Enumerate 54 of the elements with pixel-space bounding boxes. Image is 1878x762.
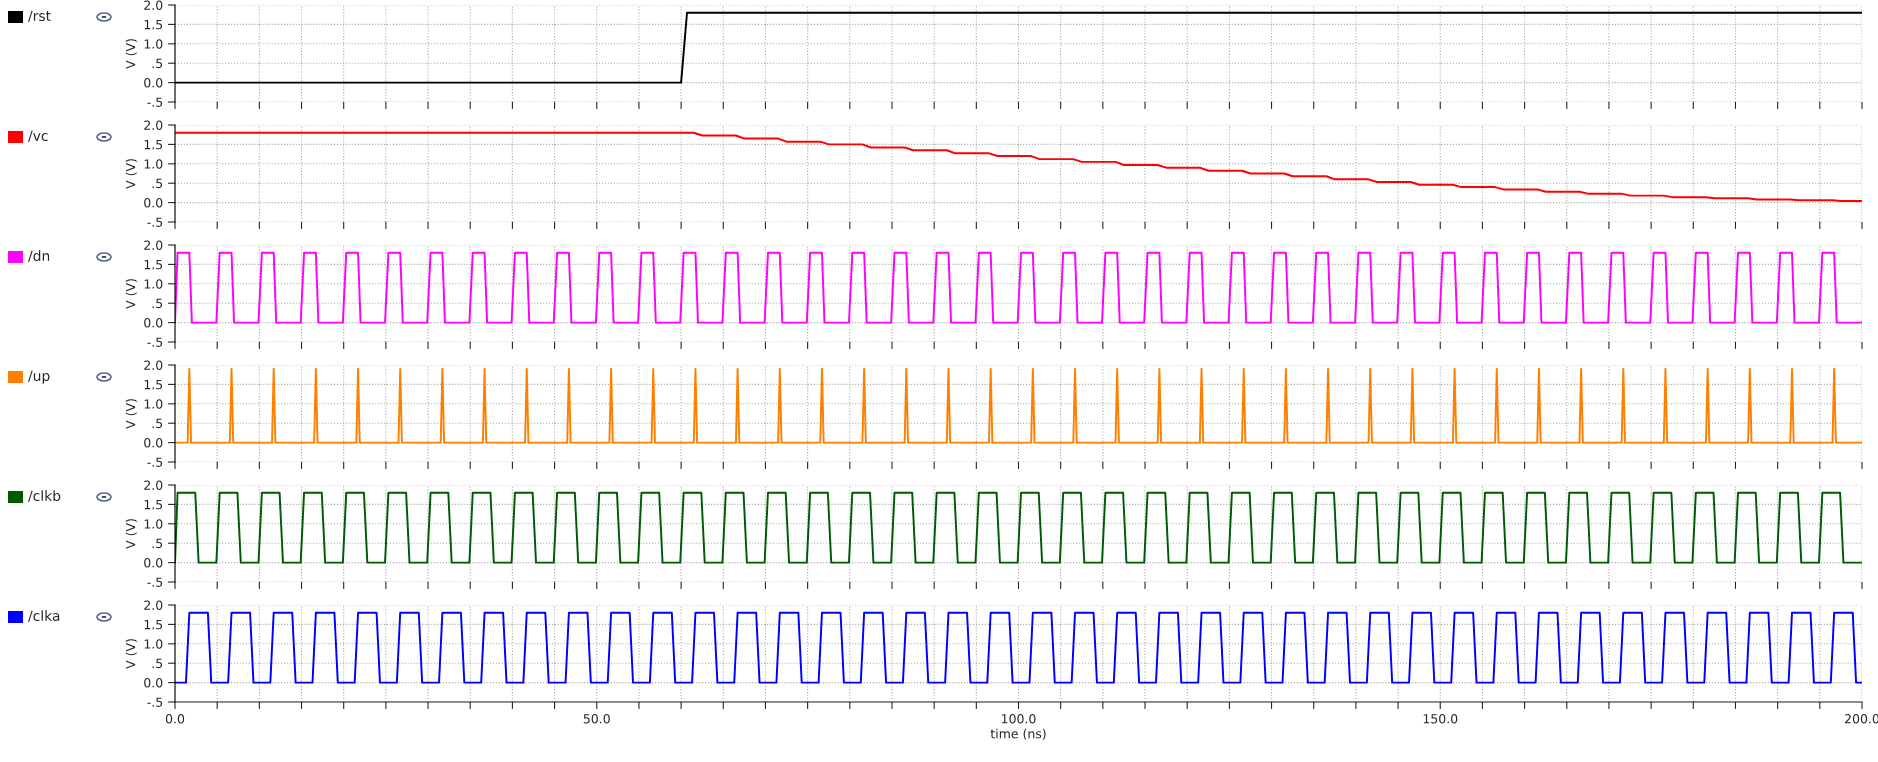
y-tick-label: 0.0 [144, 558, 163, 568]
y-tick-label: 1.5 [144, 380, 163, 390]
x-tick-label: 150.0 [1423, 714, 1458, 724]
y-axis-title: V (V) [125, 279, 137, 309]
y-tick-label: 2.0 [144, 480, 163, 490]
y-tick-label: -.5 [147, 697, 163, 707]
y-tick-label: -.5 [147, 457, 163, 467]
y-tick-label: 1.5 [144, 500, 163, 510]
legend-label: /clkb [28, 490, 61, 503]
y-tick-label: 0.0 [144, 678, 163, 688]
y-tick-label: 1.0 [144, 399, 163, 409]
y-tick-label: 1.5 [144, 260, 163, 270]
y-tick-label: 2.0 [144, 600, 163, 610]
y-axis-title: V (V) [125, 159, 137, 189]
y-tick-label: 1.0 [144, 279, 163, 289]
y-tick-label: -.5 [147, 337, 163, 347]
y-tick-label: 2.0 [144, 120, 163, 130]
y-tick-label: -.5 [147, 97, 163, 107]
y-tick-label: -.5 [147, 217, 163, 227]
x-axis-title: time (ns) [990, 728, 1046, 740]
legend-label: /clka [28, 610, 60, 623]
y-tick-label: 2.0 [144, 0, 163, 10]
y-axis-title: V (V) [125, 39, 137, 69]
legend-label: /dn [28, 250, 50, 263]
y-tick-label: 0.0 [144, 318, 163, 328]
legend-label: /up [28, 370, 50, 384]
y-tick-label: 1.5 [144, 140, 163, 150]
y-tick-label: .5 [152, 298, 163, 309]
y-tick-label: 0.0 [144, 438, 163, 448]
legend-label: /rst [28, 10, 51, 23]
y-tick-label: 1.0 [144, 159, 163, 169]
y-axis-title: V (V) [125, 399, 137, 429]
x-tick-label: 100.0 [1001, 714, 1036, 724]
line-series [175, 131, 1862, 203]
y-tick-label: 0.0 [144, 198, 163, 208]
y-tick-label: .5 [152, 178, 163, 189]
y-axis-title: V (V) [125, 519, 137, 549]
legend-label: /vc [28, 130, 48, 143]
y-tick-label: 2.0 [144, 360, 163, 370]
y-tick-label: -.5 [147, 577, 163, 587]
y-axis-title: V (V) [125, 639, 137, 669]
y-tick-label: .5 [152, 658, 163, 669]
y-tick-label: .5 [152, 418, 163, 429]
y-tick-label: 1.0 [144, 519, 163, 529]
y-tick-label: .5 [152, 58, 163, 69]
y-tick-label: 2.0 [144, 240, 163, 250]
y-tick-label: 1.0 [144, 639, 163, 649]
y-tick-label: 1.5 [144, 620, 163, 630]
y-tick-label: .5 [152, 538, 163, 549]
x-tick-label: 50.0 [583, 714, 610, 724]
y-tick-label: 1.0 [144, 39, 163, 49]
y-tick-label: 1.5 [144, 20, 163, 30]
y-tick-label: 0.0 [144, 78, 163, 88]
x-tick-label: 0.0 [165, 714, 185, 724]
